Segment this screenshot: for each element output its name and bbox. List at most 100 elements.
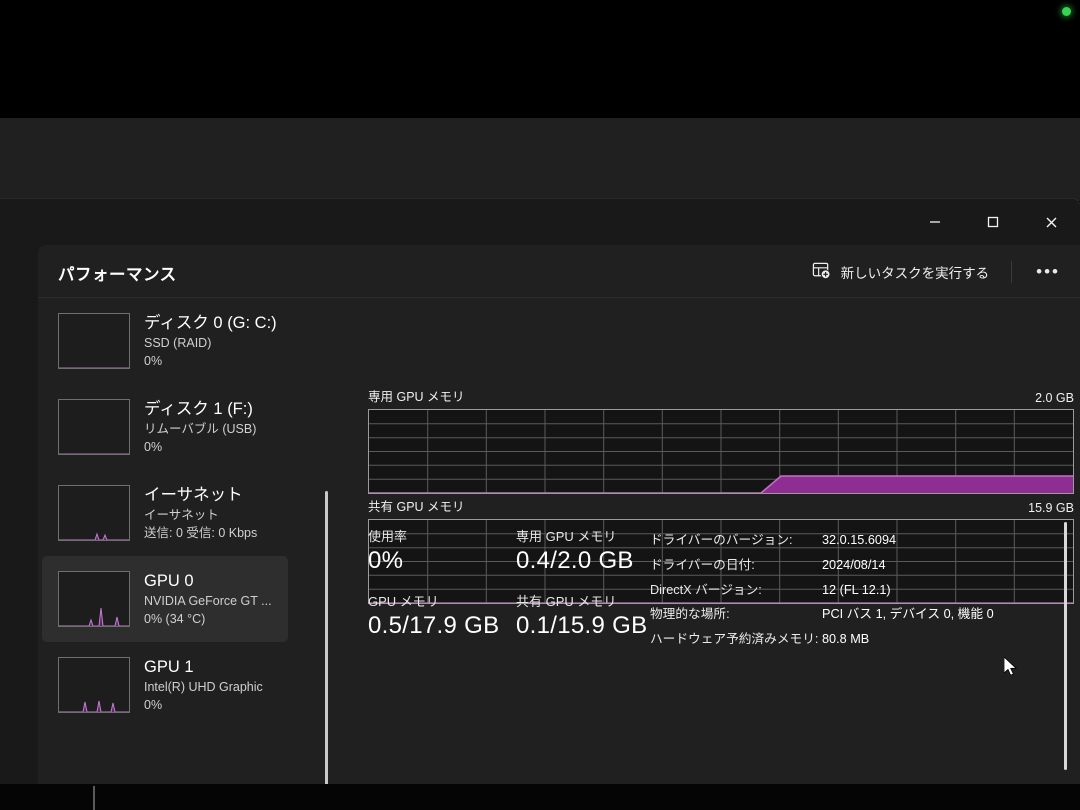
stat-label: 使用率 xyxy=(368,529,408,544)
info-key: ハードウェア予約済みメモリ: xyxy=(650,632,819,647)
info-key: 物理的な場所: xyxy=(650,607,730,622)
sidebar-item-ethernet[interactable]: イーサネット イーサネット 送信: 0 受信: 0 Kbps xyxy=(42,470,288,556)
sidebar-item-title: GPU 1 xyxy=(144,657,194,676)
info-value: 2024/08/14 xyxy=(822,557,886,572)
sidebar-item-subtitle: SSD (RAID) xyxy=(144,336,212,350)
resource-sidebar[interactable]: ディスク 0 (G: C:) SSD (RAID) 0% ディスク 1 (F:)… xyxy=(38,298,292,784)
graph-plot-area xyxy=(368,519,1074,604)
sidebar-item-metric: 0% xyxy=(144,440,163,455)
sidebar-item-subtitle: リムーバブル (USB) xyxy=(144,422,257,436)
stat-value: 0.1/15.9 GB xyxy=(516,612,648,639)
sidebar-item-gpu0[interactable]: GPU 0 NVIDIA GeForce GT ... 0% (34 °C) xyxy=(42,556,288,642)
info-key: DirectX バージョン: xyxy=(650,582,762,597)
stat-dedicated-gpu-memory: 専用 GPU メモリ 0.4/2.0 GB xyxy=(516,526,634,575)
stat-value: 0.5/17.9 GB xyxy=(368,612,500,639)
desktop-bottom-tick xyxy=(93,786,95,810)
sidebar-item-text: ディスク 0 (G: C:) SSD (RAID) 0% xyxy=(144,312,277,371)
sidebar-scrollbar[interactable] xyxy=(325,491,328,796)
spark-line xyxy=(59,700,129,712)
sidebar-item-text: イーサネット イーサネット 送信: 0 受信: 0 Kbps xyxy=(144,484,257,543)
stat-label: GPU メモリ xyxy=(368,594,439,609)
sidebar-item-metric: 0% xyxy=(144,354,163,369)
spark-fill xyxy=(59,534,129,540)
graph-gridlines xyxy=(369,410,1073,493)
sidebar-item-disk0[interactable]: ディスク 0 (G: C:) SSD (RAID) 0% xyxy=(42,298,288,384)
sidebar-item-subtitle: イーサネット xyxy=(144,508,219,522)
sidebar-item-subtitle: NVIDIA GeForce GT ... xyxy=(144,594,272,608)
mouse-cursor xyxy=(1003,656,1018,677)
stat-label: 共有 GPU メモリ xyxy=(516,594,617,609)
graph-plot-area xyxy=(368,409,1074,494)
info-key: ドライバーの日付: xyxy=(650,557,755,572)
info-value: 12 (FL 12.1) xyxy=(822,582,891,597)
sparkline-disk0 xyxy=(58,313,130,369)
sparkline-ethernet xyxy=(58,485,130,541)
spark-fill xyxy=(59,701,129,712)
stat-value: 0.4/2.0 GB xyxy=(516,547,634,574)
info-row: ハードウェア予約済みメモリ: 80.8 MB xyxy=(650,627,994,652)
desktop-bottom-band xyxy=(0,784,1080,810)
graph-title: 専用 GPU メモリ xyxy=(368,390,465,404)
info-row: ドライバーのバージョン: 32.0.15.6094 xyxy=(650,528,994,553)
graph-gridlines xyxy=(369,520,1073,603)
spark-line xyxy=(59,532,129,540)
graph-area-fill xyxy=(369,476,1073,493)
graph-title: 共有 GPU メモリ xyxy=(368,500,465,514)
sidebar-item-text: GPU 0 NVIDIA GeForce GT ... 0% (34 °C) xyxy=(144,570,272,629)
task-manager-maximize-button[interactable] xyxy=(964,199,1022,245)
stat-utilization: 使用率 0% xyxy=(368,526,407,575)
header-actions: 新しいタスクを実行する ••• xyxy=(800,245,1074,298)
info-value: PCI バス 1, デバイス 0, 機能 0 xyxy=(822,607,994,622)
performance-header: パフォーマンス xyxy=(38,245,1080,298)
sparkline-gpu0 xyxy=(58,571,130,627)
info-value: 32.0.15.6094 xyxy=(822,533,897,547)
task-manager-window-controls xyxy=(906,199,1080,245)
spark-fill xyxy=(59,608,129,626)
info-row: ドライバーの日付: 2024/08/14 xyxy=(650,553,994,578)
graph-label-row: 専用 GPU メモリ 2.0 GB xyxy=(368,386,1074,405)
sidebar-item-title: GPU 0 xyxy=(144,571,194,590)
sidebar-item-metric: 0% (34 °C) xyxy=(144,612,206,627)
graph-series-dedicated xyxy=(369,475,1073,493)
graph-max-value: 2.0 GB xyxy=(1035,391,1074,405)
new-task-icon xyxy=(812,261,831,283)
gpu-info-table: ドライバーのバージョン: 32.0.15.6094 ドライバーの日付: 2024… xyxy=(650,528,994,652)
sidebar-item-title: ディスク 1 (F:) xyxy=(144,399,253,418)
page-title: パフォーマンス xyxy=(58,266,177,284)
sidebar-item-metric: 0% xyxy=(144,698,163,713)
spark-line xyxy=(59,607,129,626)
settings-window: 設定の検索 xyxy=(0,118,1080,294)
stat-value: 0% xyxy=(368,547,404,574)
dedicated-gpu-memory-graph: 専用 GPU メモリ 2.0 GB xyxy=(368,386,1074,494)
task-manager-titlebar[interactable] xyxy=(0,199,1080,245)
more-options-button[interactable]: ••• xyxy=(1036,262,1060,281)
run-new-task-button[interactable]: 新しいタスクを実行する xyxy=(800,254,1002,290)
content-scrollbar[interactable] xyxy=(1064,522,1067,770)
info-row: 物理的な場所: PCI バス 1, デバイス 0, 機能 0 xyxy=(650,602,994,627)
sidebar-item-subtitle: Intel(R) UHD Graphic xyxy=(144,680,263,694)
info-key: ドライバーのバージョン: xyxy=(650,533,793,547)
sidebar-item-title: イーサネット xyxy=(144,485,243,504)
sidebar-item-text: ディスク 1 (F:) リムーバブル (USB) 0% xyxy=(144,398,256,457)
sidebar-item-metric: 送信: 0 受信: 0 Kbps xyxy=(144,526,258,541)
sidebar-item-gpu1[interactable]: GPU 1 Intel(R) UHD Graphic 0% xyxy=(42,642,288,728)
info-row: DirectX バージョン: 12 (FL 12.1) xyxy=(650,578,994,603)
recording-dot-icon xyxy=(1062,7,1071,16)
task-manager-minimize-button[interactable] xyxy=(906,199,964,245)
sidebar-item-title: ディスク 0 (G: C:) xyxy=(144,313,277,332)
sidebar-item-disk1[interactable]: ディスク 1 (F:) リムーバブル (USB) 0% xyxy=(42,384,288,470)
graph-line xyxy=(369,475,1073,493)
stat-shared-gpu-memory: 共有 GPU メモリ 0.1/15.9 GB xyxy=(516,591,647,640)
sparkline-gpu1 xyxy=(58,657,130,713)
task-manager-close-button[interactable] xyxy=(1022,199,1080,245)
shared-gpu-memory-graph: 共有 GPU メモリ 15.9 GB xyxy=(368,496,1074,604)
task-manager-window: パフォーマンス xyxy=(0,199,1080,796)
graph-label-row: 共有 GPU メモリ 15.9 GB xyxy=(368,496,1074,515)
desktop-background xyxy=(0,0,1080,118)
stat-gpu-memory: GPU メモリ 0.5/17.9 GB xyxy=(368,591,499,640)
task-manager-body: パフォーマンス xyxy=(38,245,1080,796)
graph-max-value: 15.9 GB xyxy=(1028,501,1074,515)
info-value: 80.8 MB xyxy=(822,632,870,647)
header-divider xyxy=(1011,260,1013,283)
